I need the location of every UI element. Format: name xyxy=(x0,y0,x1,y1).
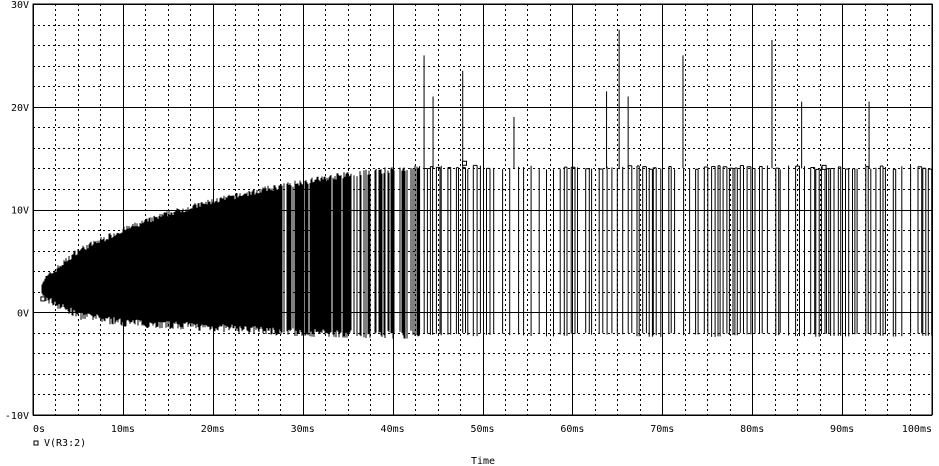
legend-series-name: V(R3:2) xyxy=(44,438,86,449)
x-tick-label: 20ms xyxy=(201,424,225,435)
trace-v-r3-2 xyxy=(41,29,933,339)
series-marker xyxy=(40,296,46,302)
x-tick-label: 50ms xyxy=(470,424,494,435)
plot-frame xyxy=(32,3,933,416)
x-tick-label: 40ms xyxy=(381,424,405,435)
y-tick-label: -10V xyxy=(5,411,29,422)
x-tick-label: 100ms xyxy=(902,424,932,435)
x-tick-label: 0s xyxy=(33,424,45,435)
legend: V(R3:2) xyxy=(33,438,86,449)
series-markers xyxy=(40,160,827,302)
y-axis-ticks: -10V 0V 10V 20V 30V xyxy=(5,0,29,422)
y-tick-label: 30V xyxy=(11,0,29,11)
x-axis-title: Time xyxy=(471,456,495,466)
x-axis-ticks: 0s 10ms 20ms 30ms 40ms 50ms 60ms 70ms 80ms 90ms 10… xyxy=(33,424,932,435)
x-tick-label: 60ms xyxy=(560,424,584,435)
y-tick-label: 10V xyxy=(11,206,29,217)
x-tick-label: 70ms xyxy=(650,424,674,435)
series-marker xyxy=(821,164,827,170)
x-tick-label: 10ms xyxy=(111,424,135,435)
x-tick-label: 30ms xyxy=(291,424,315,435)
y-tick-label: 0V xyxy=(17,308,29,319)
legend-marker-icon xyxy=(33,440,39,446)
series-marker xyxy=(462,160,468,166)
y-tick-label: 20V xyxy=(11,103,29,114)
x-tick-label: 80ms xyxy=(740,424,764,435)
x-tick-label: 90ms xyxy=(830,424,854,435)
trace-path xyxy=(41,164,933,339)
